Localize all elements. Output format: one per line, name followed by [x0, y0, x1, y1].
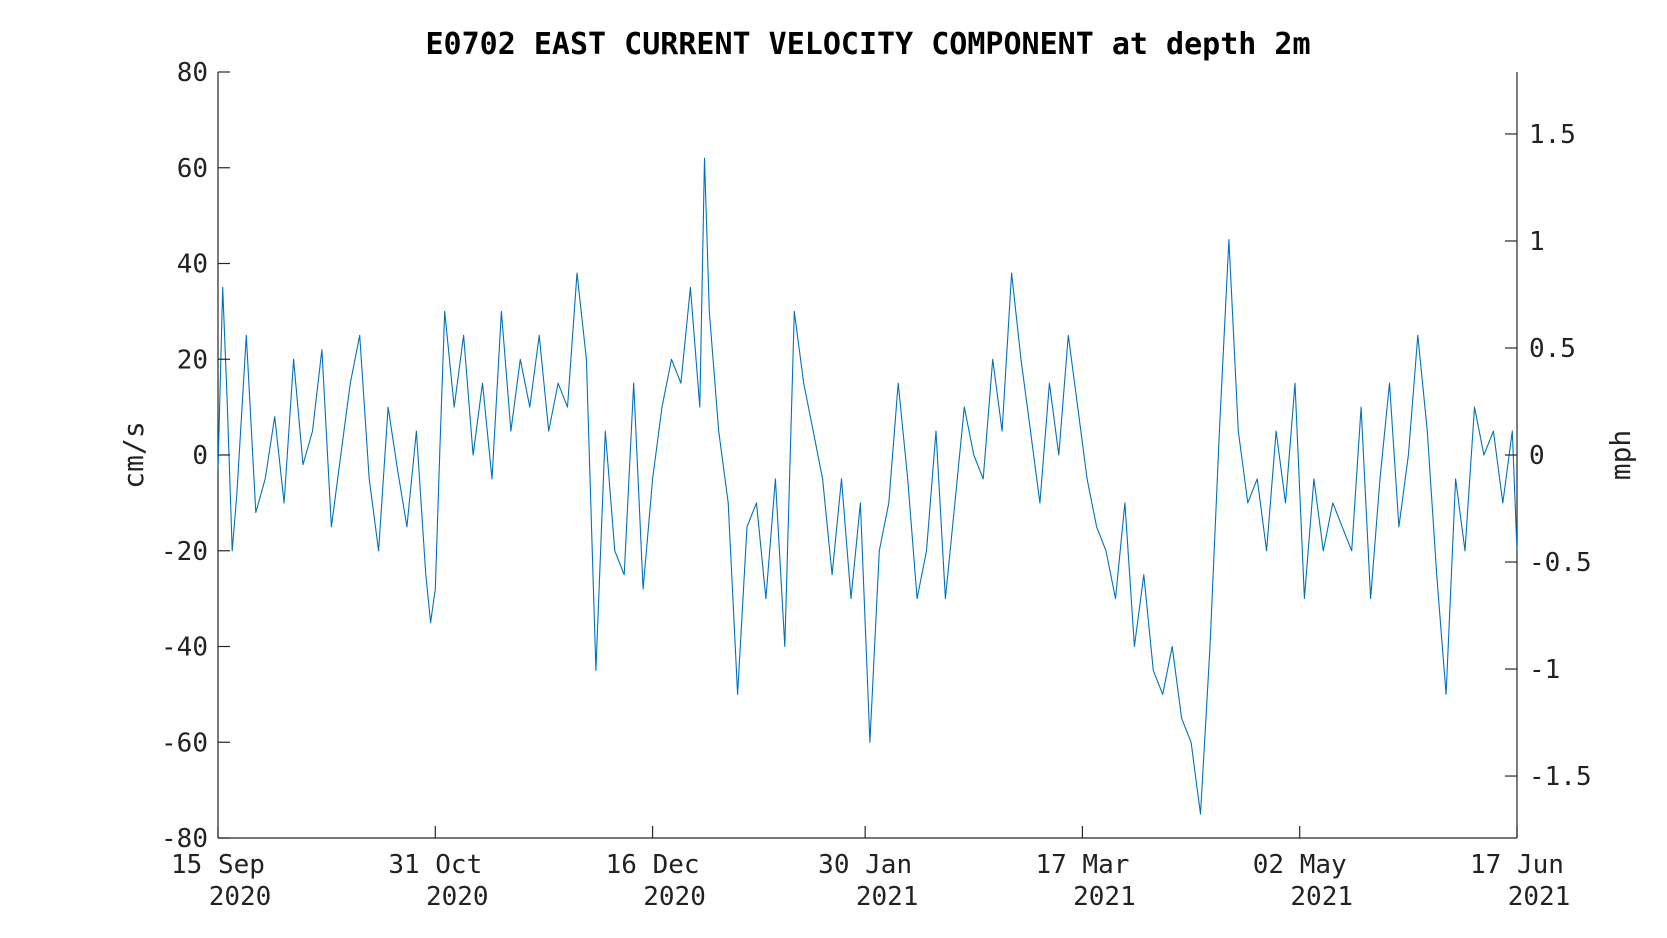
y-tick-label-left: -80: [161, 824, 208, 854]
x-tick-year-label: 2021: [1073, 882, 1136, 912]
x-tick-year-label: 2020: [643, 882, 706, 912]
y-tick-label-left: -60: [161, 728, 208, 758]
series-line: [217, 157, 1518, 815]
y-tick-label-right: -0.5: [1529, 548, 1592, 578]
y-tick-label-right: -1.5: [1529, 762, 1592, 792]
series-layer: [217, 157, 1518, 815]
x-tick-year-label: 2021: [1290, 882, 1353, 912]
y-tick-label-left: 60: [177, 154, 208, 184]
x-tick-label: 15 Sep: [171, 850, 265, 880]
y-tick-label-right: 0: [1529, 441, 1545, 471]
y-tick-label-right: -1: [1529, 655, 1560, 685]
chart-title: E0702 EAST CURRENT VELOCITY COMPONENT at…: [425, 27, 1310, 62]
y-tick-label-left: 20: [177, 345, 208, 375]
y-tick-label-right: 1: [1529, 227, 1545, 257]
x-tick-label: 17 Mar: [1035, 850, 1129, 880]
x-tick-label: 17 Jun: [1470, 850, 1564, 880]
x-tick-year-label: 2020: [209, 882, 272, 912]
y-tick-label-left: 80: [177, 58, 208, 88]
x-tick-year-label: 2020: [426, 882, 489, 912]
x-tick-label: 16 Dec: [606, 850, 700, 880]
x-tick-label: 31 Oct: [388, 850, 482, 880]
x-tick-year-label: 2021: [1508, 882, 1571, 912]
x-tick-year-label: 2021: [856, 882, 919, 912]
x-tick-label: 02 May: [1253, 850, 1347, 880]
y-tick-label-right: 1.5: [1529, 120, 1576, 150]
y-tick-label-right: 0.5: [1529, 334, 1576, 364]
y-tick-label-left: -20: [161, 537, 208, 567]
y-tick-label-left: 0: [192, 441, 208, 471]
y-axis-label-left: cm/s: [117, 421, 150, 488]
y-tick-label-left: 40: [177, 250, 208, 280]
y-tick-label-left: -40: [161, 633, 208, 663]
y-axis-label-right: mph: [1604, 430, 1637, 481]
x-tick-label: 30 Jan: [818, 850, 912, 880]
